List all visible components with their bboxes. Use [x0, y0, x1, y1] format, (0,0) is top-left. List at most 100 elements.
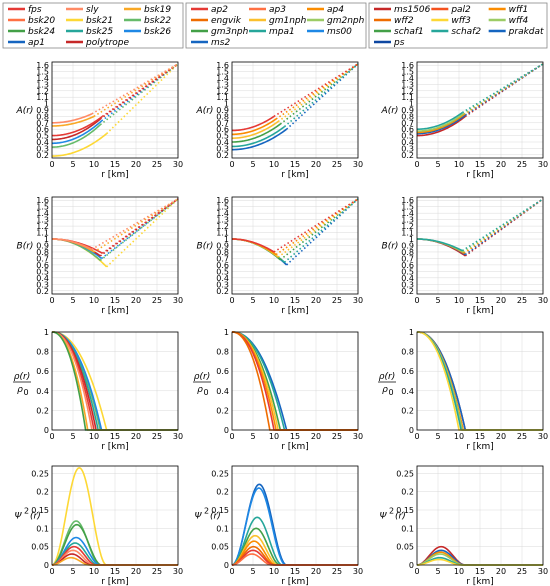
- x-axis-label: r [km]: [281, 170, 309, 180]
- axes-frame: [416, 196, 544, 295]
- x-tick-label: 0: [229, 567, 234, 576]
- y-tick-label: 0.4: [36, 274, 49, 283]
- y-tick-label: 1: [44, 328, 49, 337]
- x-tick-label: 10: [269, 296, 279, 305]
- legend-label: bsk22: [144, 16, 171, 26]
- y-tick-label: 0.15: [396, 506, 414, 515]
- x-tick-label: 25: [152, 160, 162, 169]
- x-tick-label: 25: [332, 296, 342, 305]
- x-tick-label: 15: [475, 567, 485, 576]
- series-line: [416, 115, 466, 137]
- series-line: [416, 238, 466, 256]
- x-tick-label: 0: [229, 432, 234, 441]
- x-tick-label: 10: [269, 567, 279, 576]
- y-axis-label: A(r): [381, 106, 399, 116]
- x-tick-label: 30: [538, 567, 548, 576]
- y-tick-label: 0.4: [401, 387, 414, 396]
- series-exterior-dotted: [91, 198, 179, 251]
- x-tick-label: 15: [290, 160, 300, 169]
- x-tick-label: 25: [152, 567, 162, 576]
- x-tick-label: 0: [229, 160, 234, 169]
- y-tick-label: 0.4: [216, 138, 229, 147]
- x-tick-label: 30: [538, 160, 548, 169]
- legend-label: bsk26: [144, 27, 171, 37]
- y-tick-label: 0.3: [216, 280, 229, 289]
- x-tick-label: 15: [110, 567, 120, 576]
- y-tick-label: 1.2: [216, 87, 229, 96]
- y-tick-label: 0.9: [36, 242, 49, 251]
- series-line: [416, 238, 463, 252]
- x-tick-label: 20: [496, 432, 506, 441]
- x-tick-label: 5: [250, 567, 255, 576]
- y-tick-label: 0.9: [216, 106, 229, 115]
- legend-label: ps: [393, 38, 405, 48]
- y-axis-label: ρ(r): [194, 372, 210, 382]
- x-axis-label: r [km]: [281, 306, 309, 316]
- y-tick-label: 0.5: [216, 267, 229, 276]
- y-tick-label: 0.8: [401, 348, 414, 357]
- y-tick-label: 0.8: [36, 348, 49, 357]
- y-tick-label: 0.6: [36, 367, 49, 376]
- x-tick-label: 25: [517, 432, 527, 441]
- legend-label: ap3: [269, 5, 286, 15]
- series-exterior-dotted: [283, 63, 359, 128]
- y-tick-label: 0.9: [401, 242, 414, 251]
- axes-frame: [231, 331, 359, 431]
- y-tick-label: 0.15: [31, 506, 49, 515]
- y-tick-label: 1.2: [36, 222, 49, 231]
- x-axis-label: r [km]: [101, 170, 129, 180]
- series-line: [231, 120, 279, 139]
- legend-frame: [2, 2, 184, 49]
- axes-frame: [416, 61, 544, 159]
- y-axis-label: Ψ: [194, 512, 202, 522]
- series-line: [416, 113, 465, 134]
- y-tick-label: 0.7: [216, 254, 229, 263]
- x-tick-label: 30: [538, 296, 548, 305]
- series-exterior-dotted: [273, 63, 359, 118]
- panels: 0.20.30.40.50.60.70.80.911.11.21.31.41.5…: [13, 61, 548, 586]
- x-tick-label: 20: [496, 567, 506, 576]
- y-tick-label: 0.6: [401, 261, 414, 270]
- x-tick-label: 5: [70, 432, 75, 441]
- series-exterior-dotted: [106, 198, 179, 268]
- y-tick-label: 0.2: [216, 151, 229, 160]
- y-tick-label: 0.2: [36, 151, 49, 160]
- y-axis-label: ρ(r): [14, 372, 30, 382]
- x-tick-label: 5: [250, 296, 255, 305]
- y-tick-label: 0.9: [36, 106, 49, 115]
- y-tick-label: 0.6: [36, 261, 49, 270]
- y-tick-label: 1.1: [36, 229, 49, 238]
- y-tick-label: 1.6: [216, 61, 229, 70]
- series-exterior-dotted: [99, 63, 179, 126]
- series-exterior-dotted: [464, 198, 544, 257]
- x-tick-label: 20: [496, 296, 506, 305]
- x-tick-label: 30: [353, 296, 363, 305]
- y-tick-label: 0.5: [36, 267, 49, 276]
- x-tick-label: 30: [173, 432, 183, 441]
- x-tick-label: 5: [435, 432, 440, 441]
- series-exterior-dotted: [93, 63, 179, 118]
- series-line: [416, 558, 543, 566]
- x-tick-label: 25: [152, 432, 162, 441]
- axes-frame: [51, 465, 179, 566]
- y-tick-label: 0: [44, 426, 49, 435]
- y-tick-label: 0.4: [401, 274, 414, 283]
- series-line: [416, 553, 543, 566]
- series-line: [231, 331, 358, 431]
- panel-4-1: 0 0.05 0.1 0.15 0.2 0.25 0 5 10 15 20 25 30 r [km] Ψ2(…: [14, 465, 183, 586]
- x-tick-label: 15: [290, 432, 300, 441]
- y-tick-label: 0.2: [216, 406, 229, 415]
- legend-label: wff4: [509, 16, 529, 26]
- legend-label: ms1506: [394, 5, 431, 15]
- panel-2-1: 0.20.30.40.50.60.70.80.911.11.21.31.41.5…: [17, 196, 184, 316]
- y-tick-label: 1.2: [36, 87, 49, 96]
- y-tick-label: 1.4: [216, 74, 229, 83]
- y-tick-label: 0.6: [401, 367, 414, 376]
- y-tick-label: 0.05: [31, 543, 49, 552]
- series-exterior-dotted: [273, 198, 359, 253]
- panel-3-2: 00.20.40.60.810 5 10 15 20 25 30r [km]ρ(r)ρ 0: [193, 328, 363, 452]
- series-line: [51, 133, 108, 157]
- y-tick-label: 1.1: [36, 93, 49, 102]
- axes-frame: [51, 196, 179, 295]
